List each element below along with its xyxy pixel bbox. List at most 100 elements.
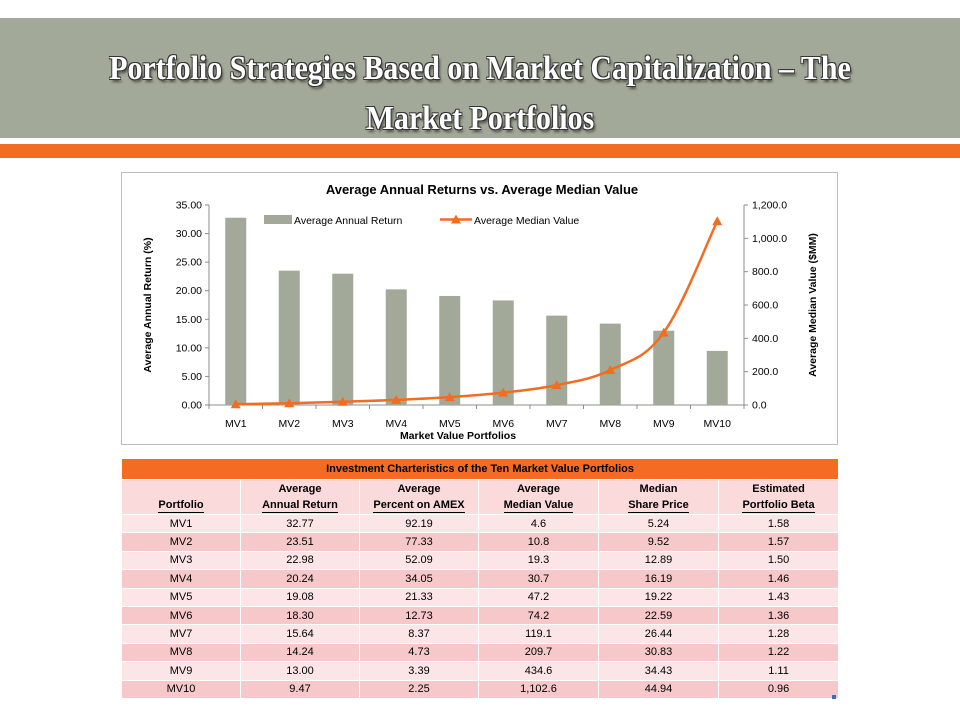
table-cell: 1.46: [717, 569, 840, 589]
y2-tick-label: 400.0: [752, 333, 778, 345]
table-cell: 30.83: [598, 642, 719, 663]
x-tick-label: MV9: [653, 418, 675, 430]
column-header: Average Percent on AMEX: [359, 479, 479, 515]
y2-tick-label: 800.0: [752, 266, 778, 278]
table-cell: 16.19: [598, 569, 719, 589]
table-cell: 4.73: [359, 642, 479, 663]
table-cell: 20.24: [240, 569, 360, 589]
bar: [492, 300, 514, 405]
y-tick-label: 0.00: [182, 400, 203, 412]
table-cell: 9.52: [598, 532, 719, 552]
table-cell: 1.22: [717, 642, 840, 663]
table-cell: 34.43: [598, 661, 719, 681]
column-header-line2: Percent on AMEX: [373, 499, 465, 513]
table-cell: 434.6: [478, 661, 599, 681]
y2-tick-label: 1,000.0: [752, 233, 787, 245]
table-cell: 15.64: [240, 624, 360, 644]
table-cell: 9.47: [240, 679, 360, 699]
y2-axis-label: Average Median Value ($MM): [807, 233, 819, 377]
table-cell: 119.1: [478, 624, 599, 644]
table-cell: 10.8: [478, 532, 599, 552]
table-cell: 0.96: [717, 679, 840, 699]
table-cell: 14.24: [240, 642, 360, 663]
column-header: Average Median Value: [478, 479, 599, 515]
table-cell: 52.09: [359, 550, 479, 571]
table-cell: MV5: [121, 587, 241, 607]
column-header-line2: Annual Return: [262, 499, 338, 513]
table-cell: 12.89: [598, 550, 719, 571]
table-cell: 1.57: [717, 532, 840, 552]
table-cell: MV1: [121, 513, 241, 534]
y-tick-label: 15.00: [176, 314, 202, 326]
table-cell: 30.7: [478, 569, 599, 589]
line-point-marker: [658, 327, 669, 337]
legend-bar-label: Average Annual Return: [294, 215, 403, 227]
table-cell: 77.33: [359, 532, 479, 552]
column-header: Median Share Price: [598, 479, 719, 515]
accent-bar: [0, 144, 960, 158]
y-tick-label: 35.00: [176, 200, 202, 212]
y-tick-label: 25.00: [176, 257, 202, 269]
bar: [653, 330, 675, 405]
slide-title: Portfolio Strategies Based on Market Cap…: [109, 50, 851, 137]
x-axis-label: Market Value Portfolios: [400, 430, 516, 442]
legend-bar-swatch: [264, 215, 292, 224]
y-tick-label: 20.00: [176, 285, 202, 297]
table-cell: 1,102.6: [478, 679, 599, 699]
table-cell: 2.25: [359, 679, 479, 699]
column-header-line2: Median Value: [503, 499, 574, 513]
x-tick-label: MV6: [492, 418, 514, 430]
x-tick-label: MV1: [225, 418, 247, 430]
table-resize-handle[interactable]: [832, 695, 836, 699]
table-header-row: Portfolio Average Annual Return Average Perc…: [121, 479, 840, 515]
table-cell: MV2: [121, 532, 241, 552]
column-header-line2: Share Price: [628, 499, 689, 513]
column-header-line2: Portfolio: [158, 499, 204, 513]
table-cell: 19.22: [598, 587, 719, 607]
x-tick-label: MV4: [385, 418, 407, 430]
column-header: Estimated Portfolio Beta: [717, 479, 840, 515]
table-cell: 8.37: [359, 624, 479, 644]
column-header-line1: Median: [639, 483, 678, 495]
table-cell: 1.28: [717, 624, 840, 644]
column-header-line1: [124, 481, 238, 497]
table-cell: 5.24: [598, 513, 719, 534]
table-row: MV2 23.51 77.33 10.8 9.52 1.57: [121, 532, 840, 552]
portfolio-table-container: Investment Charteristics of the Ten Mark…: [120, 458, 840, 699]
table-row: MV6 18.30 12.73 74.2 22.59 1.36: [121, 605, 840, 626]
bar-series: [225, 217, 728, 405]
table-cell: 4.6: [478, 513, 599, 534]
bar: [599, 323, 621, 405]
table-cell: MV6: [121, 605, 241, 626]
line-point-marker: [284, 398, 295, 408]
y2-tick-label: 600.0: [752, 300, 778, 312]
table-cell: 1.50: [717, 550, 840, 571]
y-tick-label: 30.00: [176, 228, 202, 240]
table-cell: 1.58: [717, 513, 840, 534]
x-tick-label: MV5: [439, 418, 461, 430]
table-cell: 44.94: [598, 679, 719, 699]
line-point-marker: [551, 380, 562, 390]
chart-legend: Average Annual Return Average Median Val…: [264, 214, 579, 227]
column-header-line2: Portfolio Beta: [742, 499, 815, 513]
line-point-marker: [605, 365, 616, 375]
table-cell: 32.77: [240, 513, 360, 534]
table-cell: 26.44: [598, 624, 719, 644]
table-row: MV4 20.24 34.05 30.7 16.19 1.46: [121, 569, 840, 589]
table-cell: 92.19: [359, 513, 479, 534]
table-row: MV3 22.98 52.09 19.3 12.89 1.50: [121, 550, 840, 571]
table-cell: 1.43: [717, 587, 840, 607]
line-point-marker: [337, 396, 348, 406]
column-header: Portfolio: [121, 479, 241, 515]
combo-chart: Average Annual Returns vs. Average Media…: [142, 182, 819, 442]
line-point-marker: [230, 399, 241, 409]
legend-line-label: Average Median Value: [474, 215, 579, 227]
chart-title: Average Annual Returns vs. Average Media…: [326, 182, 638, 197]
table-cell: MV8: [121, 642, 241, 663]
line-point-marker: [498, 387, 509, 397]
y-tick-label: 5.00: [182, 371, 203, 383]
column-header-line1: Estimated: [752, 483, 805, 495]
bar: [278, 270, 300, 405]
x-tick-label: MV2: [278, 418, 300, 430]
column-header-line1: Average: [278, 483, 322, 495]
